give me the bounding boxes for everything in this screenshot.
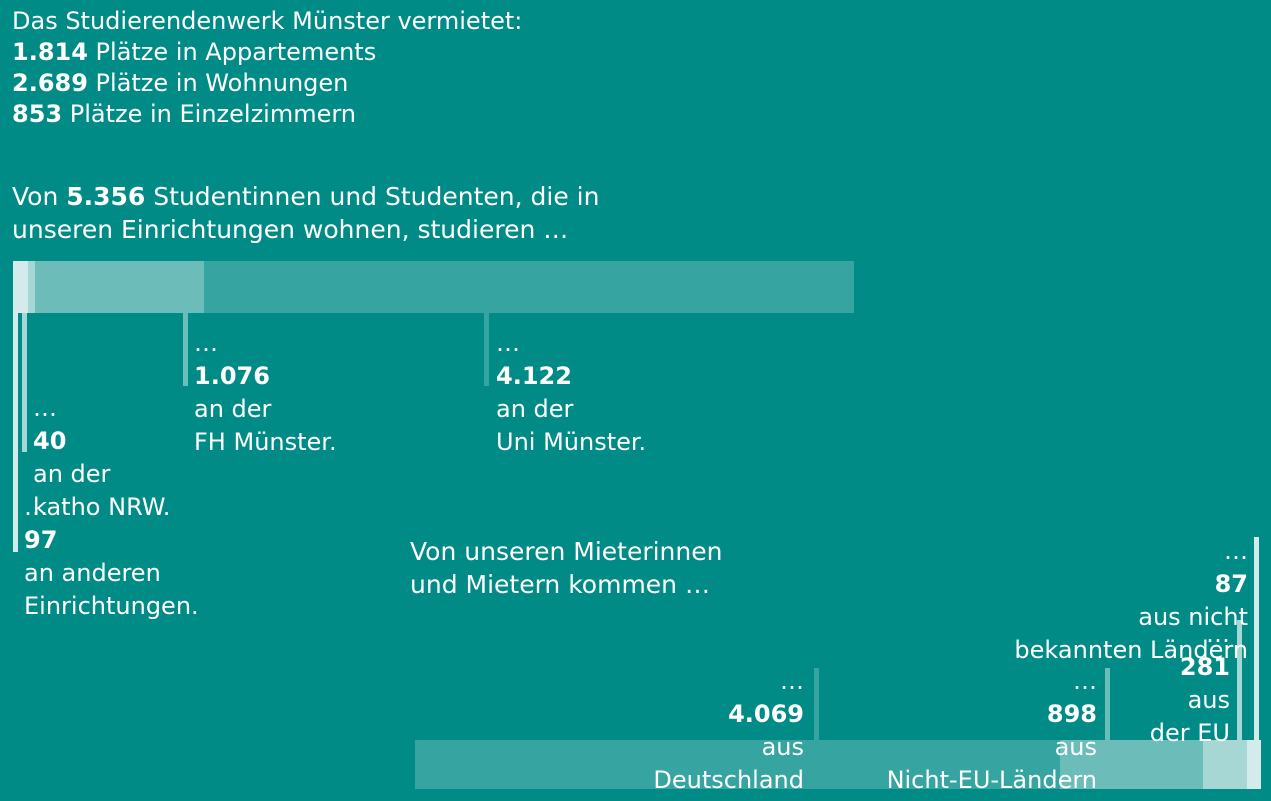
intro-line: Das Studierendenwerk Münster vermietet: [12,7,523,35]
data-label-value: 281 [1179,653,1230,681]
chart1-title-number: 5.356 [66,182,146,211]
chart2-leader-deutschland [814,668,819,740]
chart1-label-uni: … 4.122 an der Uni Münster. [496,329,647,456]
chart2-title-line2: und Mietern kommen … [410,570,710,599]
data-label-value: 4.069 [728,700,804,728]
data-label-value: 97 [24,526,58,554]
chart2-label-eu: … 281 aus der EU [1149,620,1230,747]
chart2-title: Von unseren Mieterinnen und Mietern komm… [410,535,722,601]
chart2-leader-unbekannt [1254,537,1259,740]
intro-item-einzelzimmer: 853 Plätze in Einzelzimmern [12,99,522,130]
chart2-bar-segment-nicht-eu [1060,740,1203,789]
chart1-bar-segment-fh [34,261,205,313]
chart2-bar-segment-unbekannt [1247,740,1261,789]
intro-block: Das Studierendenwerk Münster vermietet: … [12,6,522,130]
intro-item-number: 853 [12,100,63,128]
chart1-title: Von 5.356 Studentinnen und Studenten, di… [12,180,599,246]
chart2-bar-segment-deutschland [415,740,1061,789]
intro-item-text: Plätze in Wohnungen [87,69,349,97]
chart2-leader-eu [1237,620,1242,740]
chart1-leader-andere [13,313,18,552]
chart2-title-line1: Von unseren Mieterinnen [410,537,723,566]
data-label-value: 898 [1046,700,1097,728]
chart1-label-katho: … 40 an der katho NRW. [33,394,171,521]
intro-item-wohnungen: 2.689 Plätze in Wohnungen [12,68,522,99]
chart2-label-nicht-eu: … 898 aus Nicht-EU-Ländern [886,667,1097,794]
chart1-bar-segment-andere [13,261,29,313]
chart2-bar-segment-eu [1202,740,1248,789]
chart1-leader-katho [22,313,27,452]
data-label-value: 1.076 [194,362,270,390]
intro-item-appartements: 1.814 Plätze in Appartements [12,37,522,68]
chart2-label-unbekannt: … 87 aus nicht bekannten Ländern [1014,537,1248,664]
chart1-leader-uni [484,313,489,386]
chart1-title-line1: Von 5.356 Studentinnen und Studenten, di… [12,180,599,213]
chart1-leader-fh [183,313,188,386]
chart2-leader-nicht-eu [1105,668,1110,740]
intro-item-number: 1.814 [12,38,88,66]
intro-item-number: 2.689 [12,69,88,97]
chart1-label-andere: … 97 an anderen Einrichtungen. [24,493,199,620]
intro-item-text: Plätze in Appartements [87,38,377,66]
data-label-value: 40 [33,427,67,455]
chart1-title-line2: unseren Einrichtungen wohnen, studieren … [12,215,569,244]
intro-item-text: Plätze in Einzelzimmern [62,100,357,128]
chart1-title-pre: Von [12,182,67,211]
chart2-label-deutschland: … 4.069 aus Deutschland [653,667,804,794]
data-label-value: 4.122 [496,362,572,390]
chart1-title-post: Studentinnen und Studenten, die in [145,182,600,211]
data-label-value: 87 [1214,570,1248,598]
chart1-label-fh: … 1.076 an der FH Münster. [194,329,337,456]
chart1-bar-segment-uni [204,261,854,313]
chart1-bar-segment-katho [28,261,35,313]
